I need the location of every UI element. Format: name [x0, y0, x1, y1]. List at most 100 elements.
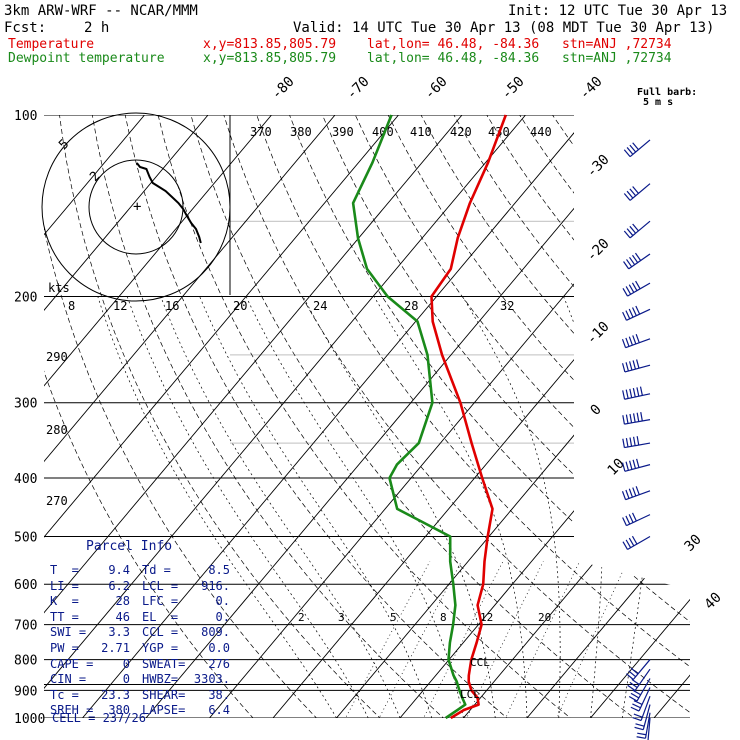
wind-barb-feather — [628, 670, 637, 678]
pressure-tick-label: 200 — [14, 291, 37, 306]
wind-barb-staff — [627, 535, 651, 550]
parcel-info-key: TT = — [50, 609, 79, 624]
isotherm-line — [579, 115, 690, 718]
isotherm-label: 30 — [682, 532, 705, 555]
dry-adiabat — [585, 115, 690, 718]
wind-barb-feather — [621, 491, 627, 500]
fcst-label: Fcst: — [4, 20, 47, 36]
isotherm-label: -40 — [577, 74, 606, 103]
wind-barb-staff — [636, 678, 651, 702]
wind-barb-feather — [634, 252, 642, 261]
dry-adiabat — [59, 115, 394, 718]
wind-barb-staff — [629, 220, 651, 239]
isotherm-label: -70 — [344, 74, 373, 103]
wind-barb-feather — [623, 193, 631, 201]
wind-barb-feather — [626, 673, 634, 680]
wind-barb — [623, 220, 651, 239]
wind-barb — [622, 386, 651, 400]
wind-barb-feather — [622, 541, 629, 550]
wind-barb-feather — [626, 190, 634, 199]
isotherm-line — [198, 115, 690, 718]
wind-barb-feather — [628, 695, 638, 702]
wind-barb-feather — [629, 460, 633, 470]
dry-adiabat — [91, 115, 458, 718]
wind-barb-feather — [626, 259, 633, 268]
dry-adiabat-label: 290 — [46, 350, 68, 364]
wind-barb-feather — [630, 706, 640, 712]
pressure-tick-label: 300 — [14, 397, 37, 412]
chart-grid — [44, 115, 690, 718]
isotherm-label: -80 — [269, 74, 298, 103]
wind-barb-feather — [632, 716, 642, 722]
wind-barb — [623, 139, 651, 158]
parcel-info-key: LAPSE= — [142, 703, 186, 718]
hodograph-ring-outer — [41, 112, 231, 302]
isotherm-line — [388, 115, 690, 718]
wind-barb-feather — [626, 228, 634, 236]
parcel-info-value: 23.3 — [101, 687, 130, 702]
wind-barb-feather — [635, 486, 640, 495]
mixing-ratio-label: 16 — [165, 299, 179, 313]
isotherm-line — [134, 115, 653, 718]
wind-barb-feather — [636, 458, 640, 468]
dry-adiabat — [683, 115, 690, 718]
wind-barb-feather — [630, 667, 639, 675]
wind-barb-feather — [621, 462, 626, 472]
parcel-info-value: 809. — [201, 625, 230, 640]
parcel-info-value: 28 — [115, 594, 130, 609]
wind-barb-feather — [623, 149, 631, 158]
hodograph: +25 kts — [41, 112, 231, 302]
parcel-info-value: 3.3 — [108, 625, 130, 640]
wind-barb-feather — [627, 684, 636, 691]
ccl-label: CCL — [470, 656, 490, 669]
wind-barb-staff — [625, 490, 651, 501]
temperature-legend-xy: x,y=813.85,805.79 — [203, 37, 337, 52]
valid-time: Valid: 14 UTC Tue 30 Apr 13 (08 MDT Tue … — [293, 20, 715, 36]
wind-barb-feather — [632, 360, 637, 370]
wind-barb-feather — [628, 514, 634, 523]
wind-barb-feather — [629, 256, 636, 266]
parcel-info-value: 8.5 — [208, 563, 230, 577]
chart-traces — [351, 114, 508, 720]
init-time: Init: 12 UTC Tue 30 Apr 13 — [508, 3, 728, 19]
wind-barb-feather — [631, 512, 637, 522]
wind-barb — [622, 305, 651, 321]
wind-barb-staff — [638, 687, 651, 712]
wind-barb-feather — [635, 305, 641, 315]
wind-barb-staff — [627, 282, 651, 297]
wind-barb — [632, 695, 651, 722]
isotherm-line — [261, 115, 690, 718]
isotherm-label: 40 — [702, 590, 725, 613]
parcel-info-key: LFC = — [142, 594, 179, 609]
wind-barb — [623, 252, 651, 270]
parcel-info-value: 3303. — [193, 672, 230, 687]
dry-adiabat — [354, 115, 690, 718]
dry-adiabat-label: 270 — [46, 494, 68, 508]
wind-barb-feather — [630, 692, 640, 699]
mixing-ratio-line — [372, 561, 462, 718]
mixing-ratio-label: 28 — [404, 299, 418, 313]
wind-barb-feather — [625, 286, 632, 295]
wind-barb-feather — [636, 387, 640, 397]
lcl-label: LCL — [460, 688, 480, 701]
wind-barb-feather — [636, 736, 646, 739]
wind-barb-feather — [633, 713, 643, 718]
wind-barb-feather — [632, 223, 639, 232]
wind-barb-feather — [629, 188, 637, 197]
wind-barb — [622, 436, 651, 449]
wind-barb-feather — [625, 437, 629, 448]
mixing-ratio-label: 8 — [68, 299, 75, 313]
wind-barb — [621, 359, 651, 373]
wind-barb-feather — [621, 338, 627, 348]
parcel-info-value: 0.0 — [208, 641, 230, 655]
pressure-tick-label: 100 — [14, 109, 37, 124]
wind-barb-staff — [624, 442, 651, 449]
wind-barb-staff — [625, 338, 651, 349]
parcel-info-box: Parcel Info T = 9.4 Td = 8.5 LI = 6.2 LCL = 916… — [44, 538, 232, 726]
wind-barb-feather — [625, 515, 631, 525]
dry-adiabat — [190, 115, 652, 718]
pressure-tick-label: 1000 — [14, 712, 45, 727]
wind-barb-staff — [626, 308, 651, 321]
wind-barb-feather — [637, 732, 647, 736]
mixing-ratio-line — [338, 561, 431, 718]
